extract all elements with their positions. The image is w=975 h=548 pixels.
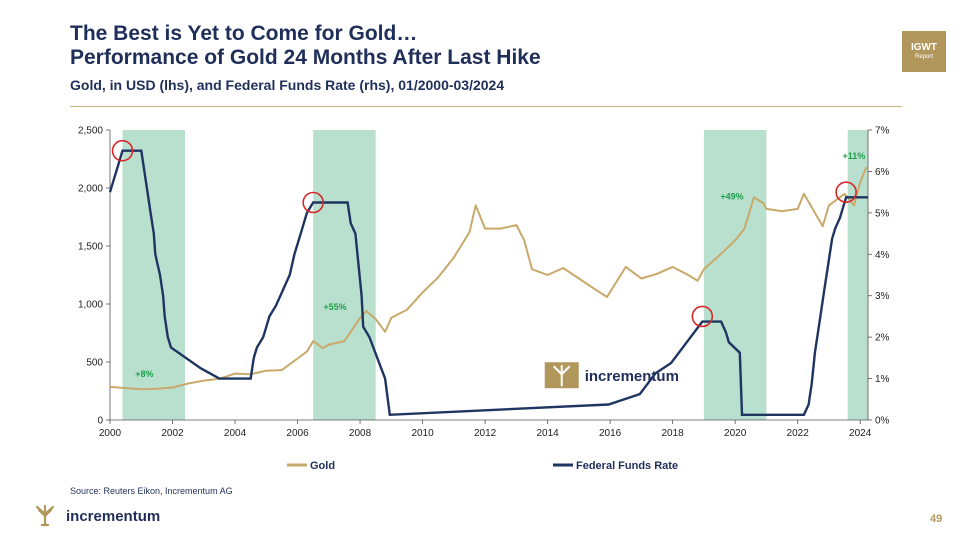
last-hike-marker-3 (835, 181, 857, 203)
x-tick-label: 2022 (787, 428, 810, 439)
footer-brand: incrementum (32, 505, 160, 527)
x-tick-label: 2012 (474, 428, 497, 439)
post-hike-shade-1 (313, 130, 376, 420)
incrementum-watermark (544, 362, 579, 389)
x-tick-label: 2018 (662, 428, 685, 439)
badge-subtitle: Report (914, 54, 933, 60)
x-tick-label: 2016 (599, 428, 622, 439)
y-right-tick-label: 4% (875, 250, 890, 261)
x-tick-label: 2024 (849, 428, 872, 439)
title-divider (70, 106, 902, 107)
last-hike-marker-2 (691, 305, 714, 328)
page-number: 49 (930, 513, 943, 525)
y-right-tick-label: 5% (875, 208, 890, 219)
legend-fed-label: Federal Funds Rate (576, 460, 678, 472)
page-subtitle: Gold, in USD (lhs), and Federal Funds Ra… (70, 77, 505, 93)
x-tick-label: 2004 (224, 428, 247, 439)
performance-annotation-2: +49% (720, 192, 743, 202)
y-left-tick-label: 2,500 (78, 126, 103, 137)
y-right-tick-label: 6% (875, 167, 890, 178)
last-hike-marker-0 (111, 139, 134, 162)
y-right-tick-label: 7% (875, 126, 890, 137)
x-tick-label: 2006 (286, 428, 309, 439)
watermark-text: incrementum (585, 368, 679, 385)
legend-gold-label: Gold (310, 460, 335, 472)
source-note: Source: Reuters Eikon, Incrementum AG (70, 486, 233, 496)
performance-annotation-1: +55% (323, 302, 346, 312)
footer-brand-name: incrementum (66, 507, 161, 525)
fed-funds-rate-line (108, 149, 868, 417)
igwt-report-badge: IGWT Report (902, 31, 946, 72)
gold-price-line (109, 166, 868, 391)
title-line-1: The Best is Yet to Come for Gold… (70, 22, 418, 45)
last-hike-marker-1 (302, 191, 324, 214)
post-hike-shade-3 (847, 130, 868, 420)
incrementum-tree-icon (35, 505, 55, 527)
y-right-tick-label: 1% (875, 374, 890, 385)
y-left-tick-label: 0 (97, 416, 103, 427)
post-hike-shade-0 (122, 130, 186, 420)
x-tick-label: 2002 (161, 428, 184, 439)
x-tick-label: 2014 (536, 428, 559, 439)
y-left-tick-label: 2,000 (78, 184, 103, 195)
x-tick-label: 2000 (99, 428, 122, 439)
badge-title: IGWT (910, 42, 938, 53)
performance-annotation-3: +11% (843, 151, 866, 161)
x-tick-label: 2020 (724, 428, 747, 439)
page-title: The Best is Yet to Come for Gold… Perfor… (70, 22, 541, 70)
y-right-tick-label: 0% (875, 416, 890, 427)
post-hike-shade-2 (703, 130, 767, 420)
y-right-tick-label: 3% (875, 291, 890, 302)
y-left-tick-label: 1,500 (78, 242, 103, 253)
x-tick-label: 2010 (411, 428, 434, 439)
y-left-tick-label: 1,000 (78, 300, 103, 311)
performance-annotation-0: +8% (135, 369, 153, 379)
x-tick-label: 2008 (349, 428, 372, 439)
y-left-tick-label: 500 (86, 358, 103, 369)
title-line-2: Performance of Gold 24 Months After Last… (70, 46, 541, 69)
y-right-tick-label: 2% (875, 333, 890, 344)
